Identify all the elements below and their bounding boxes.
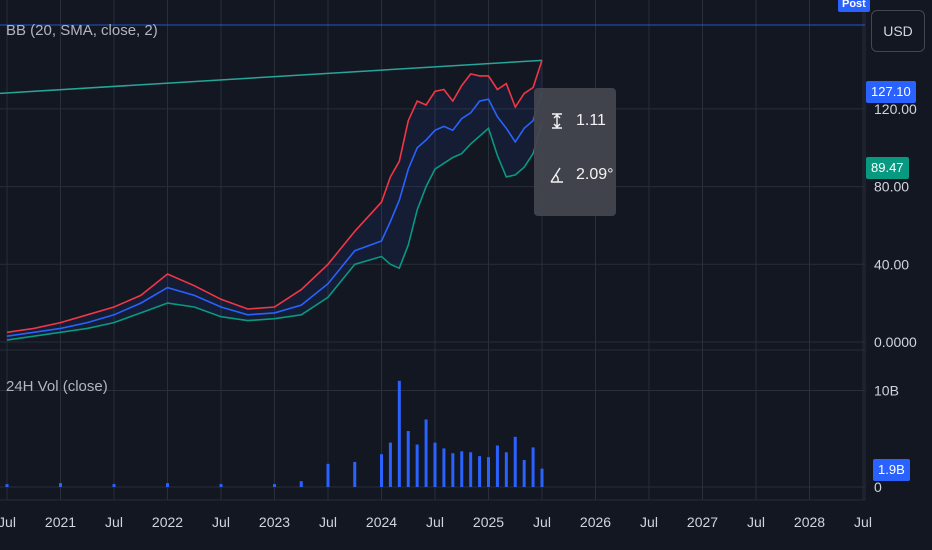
volume-bar — [388, 442, 392, 487]
time-tick-label: 2026 — [580, 514, 611, 530]
volume-bar — [442, 448, 446, 487]
volume-bar — [487, 457, 490, 487]
time-tick-label: Jul — [533, 514, 551, 530]
bb-indicator-label[interactable]: BB (20, SMA, close, 2) — [6, 22, 158, 39]
axis-ticks: Jul 2021 Jul 2022 Jul 2023 Jul 2024 Jul 2025 Jul 20… — [0, 101, 917, 530]
volume-bar — [406, 431, 410, 487]
volume-bar — [531, 447, 535, 487]
lower-band-line — [6, 122, 543, 341]
volume-bar — [299, 481, 303, 487]
band-fill — [7, 60, 542, 341]
angle-icon — [550, 167, 563, 183]
volume-bar — [433, 442, 437, 487]
post-market-tag: Post — [838, 0, 870, 12]
time-tick-label: Jul — [747, 514, 765, 530]
volume-badge: 1.9B — [873, 459, 910, 481]
volume-bar — [415, 444, 419, 487]
volume-bar — [166, 483, 169, 487]
volume-indicator-label[interactable]: 24H Vol (close) — [6, 378, 108, 395]
time-tick-label: 2025 — [473, 514, 504, 530]
time-tick-label: 2024 — [366, 514, 397, 530]
volume-bar — [504, 452, 508, 487]
volume-tick-label: 0 — [874, 479, 882, 495]
time-tick-label: Jul — [0, 514, 16, 530]
volume-bar — [5, 484, 9, 487]
price-badge-lower: 89.47 — [866, 157, 909, 179]
bollinger-bands — [0, 24, 865, 341]
basis-line — [6, 91, 543, 337]
volume-bar — [469, 452, 473, 487]
volume-bar — [59, 483, 62, 487]
time-tick-label: Jul — [426, 514, 444, 530]
price-tick-label: 80.00 — [874, 179, 909, 195]
time-tick-label: 2022 — [152, 514, 183, 530]
price-range-value: 1.11 — [576, 112, 606, 129]
volume-bar — [219, 484, 223, 487]
trendline — [0, 59, 543, 95]
price-range-row: 1.11 — [548, 112, 606, 130]
time-tick-label: 2023 — [259, 514, 290, 530]
time-tick-label: Jul — [319, 514, 337, 530]
time-tick-label: Jul — [854, 514, 872, 530]
angle-row: 2.09° — [548, 166, 614, 184]
price-tick-label: 40.00 — [874, 256, 909, 272]
vertical-range-icon — [552, 113, 562, 129]
volume-bar — [540, 468, 544, 487]
volume-bar — [353, 461, 357, 487]
time-tick-label: Jul — [212, 514, 230, 530]
volume-bar — [380, 454, 383, 487]
volume-bar — [522, 459, 526, 487]
volume-bar — [424, 419, 428, 487]
volume-bar — [460, 451, 464, 487]
volume-bars — [5, 380, 544, 487]
time-tick-label: Jul — [640, 514, 658, 530]
time-tick-label: 2021 — [45, 514, 76, 530]
upper-band-line — [6, 60, 543, 334]
currency-button[interactable]: USD — [871, 10, 925, 52]
volume-bar — [397, 380, 401, 487]
measure-tooltip: 1.11 2.09° — [534, 88, 616, 216]
time-tick-label: 2028 — [794, 514, 825, 530]
angle-value: 2.09° — [576, 166, 614, 183]
volume-bar — [495, 445, 499, 487]
volume-bar — [112, 484, 116, 487]
price-badge-last: 127.10 — [866, 81, 916, 103]
price-tick-label: 0.0000 — [874, 334, 917, 350]
time-tick-label: 2027 — [687, 514, 718, 530]
price-tick-label: 120.00 — [874, 101, 917, 117]
volume-bar — [273, 484, 276, 487]
volume-bar — [451, 453, 455, 487]
volume-tick-label: 10B — [874, 383, 899, 399]
volume-bar — [513, 436, 517, 487]
time-tick-label: Jul — [105, 514, 123, 530]
grid-lines — [0, 0, 866, 501]
volume-bar — [326, 463, 330, 487]
volume-bar — [478, 456, 482, 487]
